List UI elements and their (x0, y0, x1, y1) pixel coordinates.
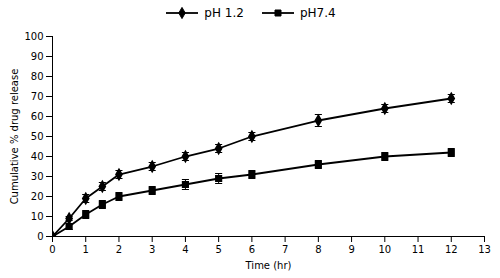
svg-text:50: 50 (31, 131, 44, 142)
svg-text:4: 4 (182, 244, 188, 255)
svg-text:11: 11 (412, 244, 425, 255)
svg-text:1: 1 (83, 244, 89, 255)
svg-text:60: 60 (31, 111, 44, 122)
svg-text:10: 10 (378, 244, 391, 255)
svg-text:20: 20 (31, 191, 44, 202)
svg-text:2: 2 (116, 244, 122, 255)
svg-text:13: 13 (478, 244, 491, 255)
svg-text:70: 70 (31, 91, 44, 102)
svg-text:8: 8 (315, 244, 321, 255)
svg-text:6: 6 (249, 244, 255, 255)
svg-text:5: 5 (215, 244, 221, 255)
svg-text:40: 40 (31, 151, 44, 162)
svg-text:9: 9 (348, 244, 354, 255)
svg-text:100: 100 (24, 31, 43, 42)
svg-text:10: 10 (31, 211, 44, 222)
svg-text:7: 7 (282, 244, 288, 255)
svg-text:3: 3 (149, 244, 155, 255)
svg-text:0: 0 (49, 244, 55, 255)
html-text:pH7.4: pH7.4 (299, 6, 336, 20)
svg-text:Cumulative % drug release: Cumulative % drug release (9, 69, 20, 205)
html-text:pH 1.2: pH 1.2 (204, 6, 244, 20)
svg-text:0: 0 (37, 231, 43, 242)
svg-text:Time (hr): Time (hr) (245, 260, 292, 271)
svg-text:90: 90 (31, 51, 44, 62)
svg-text:80: 80 (31, 71, 44, 82)
svg-text:30: 30 (31, 171, 44, 182)
svg-text:12: 12 (445, 244, 458, 255)
